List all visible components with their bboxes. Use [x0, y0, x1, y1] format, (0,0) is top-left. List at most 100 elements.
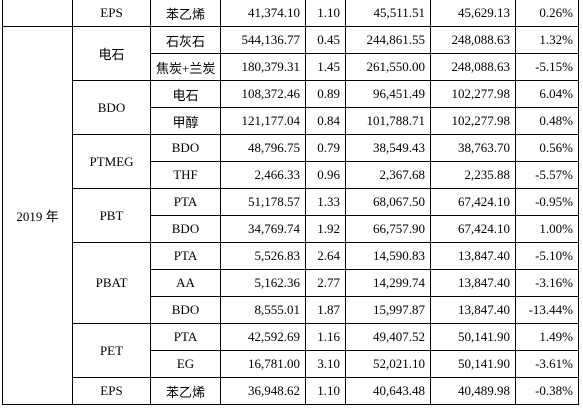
value-a: 2,466.33 — [220, 161, 306, 189]
value-b: 244,861.55 — [345, 26, 431, 54]
ratio: 2.64 — [305, 242, 346, 270]
value-a: 51,178.57 — [220, 188, 306, 216]
change: -5.57% — [515, 161, 579, 189]
value-a: 5,526.83 — [220, 242, 306, 270]
value-a: 41,374.10 — [220, 0, 306, 27]
ratio: 1.92 — [305, 215, 346, 243]
ratio: 1.87 — [305, 296, 346, 324]
value-a: 180,379.31 — [220, 53, 306, 81]
value-c: 50,141.90 — [430, 350, 516, 378]
change: 6.04% — [515, 80, 579, 108]
year-cell — [2, 0, 73, 27]
change: -0.38% — [515, 377, 579, 405]
value-b: 96,451.49 — [345, 80, 431, 108]
ratio: 1.16 — [305, 323, 346, 351]
change: -5.10% — [515, 242, 579, 270]
change: 0.56% — [515, 134, 579, 162]
material: 苯乙烯 — [150, 377, 221, 405]
product: PBAT — [72, 242, 151, 324]
material: BDO — [150, 296, 221, 324]
table-row: THF 2,466.33 0.96 2,367.68 2,235.88 -5.57% — [3, 161, 579, 189]
table-row: 焦炭+兰炭 180,379.31 1.45 261,550.00 248,088.63-… — [3, 53, 579, 81]
material: 苯乙烯 — [150, 0, 221, 27]
value-c: 38,763.70 — [430, 134, 516, 162]
value-a: 121,177.04 — [220, 107, 306, 135]
material: BDO — [150, 134, 221, 162]
ratio: 0.45 — [305, 26, 346, 54]
change: 1.49% — [515, 323, 579, 351]
product: PET — [72, 323, 151, 378]
value-b: 15,997.87 — [345, 296, 431, 324]
table-row: EPS 苯乙烯 36,948.62 1.10 40,643.48 40,489.98 -0.… — [3, 377, 579, 405]
product: EPS — [72, 377, 151, 405]
material: 石灰石 — [150, 26, 221, 54]
value-c: 13,847.40 — [430, 296, 516, 324]
data-table: EPS 苯乙烯 41,374.10 1.10 45,511.51 45,629.13 0.2… — [2, 0, 579, 405]
value-c: 248,088.63 — [430, 53, 516, 81]
value-c: 2,235.88 — [430, 161, 516, 189]
change: 0.26% — [515, 0, 579, 27]
material: PTA — [150, 188, 221, 216]
change: -3.61% — [515, 350, 579, 378]
change: -3.16% — [515, 269, 579, 297]
table-row: 2019 年电石 石灰石 544,136.77 0.45 244,861.55 248,0… — [2, 26, 579, 405]
value-b: 38,549.43 — [345, 134, 431, 162]
value-c: 40,489.98 — [430, 377, 516, 405]
table-row: AA 5,162.36 2.77 14,299.74 13,847.40 -3.16% — [3, 269, 579, 297]
table-row: PBAT PTA 5,526.83 2.64 14,590.83 13,847.40 -5.… — [3, 242, 579, 324]
ratio: 3.10 — [305, 350, 346, 378]
value-b: 52,021.10 — [345, 350, 431, 378]
table-body: EPS 苯乙烯 41,374.10 1.10 45,511.51 45,629.13 0.2… — [2, 0, 579, 405]
value-c: 45,629.13 — [430, 0, 516, 27]
change: -13.44% — [515, 296, 579, 324]
product: BDO — [72, 80, 151, 135]
table-row: 甲醇 121,177.04 0.84 101,788.71 102,277.98 0.48… — [3, 107, 579, 135]
ratio: 1.10 — [305, 377, 346, 405]
value-c: 13,847.40 — [430, 269, 516, 297]
value-b: 101,788.71 — [345, 107, 431, 135]
table-row: BDO 34,769.74 1.92 66,757.90 67,424.10 1.00% — [3, 215, 579, 243]
value-a: 108,372.46 — [220, 80, 306, 108]
value-b: 68,067.50 — [345, 188, 431, 216]
value-a: 8,555.01 — [220, 296, 306, 324]
value-a: 36,948.62 — [220, 377, 306, 405]
ratio: 0.79 — [305, 134, 346, 162]
table-row: PTMEG BDO 48,796.75 0.79 38,549.43 38,763.70 0… — [3, 134, 579, 189]
change: -0.95% — [515, 188, 579, 216]
value-a: 544,136.77 — [220, 26, 306, 54]
material: THF — [150, 161, 221, 189]
material: BDO — [150, 215, 221, 243]
value-b: 2,367.68 — [345, 161, 431, 189]
value-b: 66,757.90 — [345, 215, 431, 243]
material: AA — [150, 269, 221, 297]
value-b: 45,511.51 — [345, 0, 431, 27]
value-c: 13,847.40 — [430, 242, 516, 270]
material: EG — [150, 350, 221, 378]
material: PTA — [150, 242, 221, 270]
material: 焦炭+兰炭 — [150, 53, 221, 81]
value-c: 67,424.10 — [430, 188, 516, 216]
value-a: 42,592.69 — [220, 323, 306, 351]
value-a: 5,162.36 — [220, 269, 306, 297]
change: 1.32% — [515, 26, 579, 54]
value-b: 261,550.00 — [345, 53, 431, 81]
value-c: 67,424.10 — [430, 215, 516, 243]
product: EPS — [72, 0, 151, 27]
product: PBT — [72, 188, 151, 243]
value-b: 14,299.74 — [345, 269, 431, 297]
ratio: 1.10 — [305, 0, 346, 27]
change: -5.15% — [515, 53, 579, 81]
value-c: 102,277.98 — [430, 107, 516, 135]
value-b: 14,590.83 — [345, 242, 431, 270]
ratio: 0.96 — [305, 161, 346, 189]
value-c: 102,277.98 — [430, 80, 516, 108]
table-row: BDO 电石 108,372.46 0.89 96,451.49 102,277.98 6.… — [3, 80, 579, 135]
material: 甲醇 — [150, 107, 221, 135]
value-c: 248,088.63 — [430, 26, 516, 54]
value-c: 50,141.90 — [430, 323, 516, 351]
product: 电石 — [72, 26, 151, 81]
product: PTMEG — [72, 134, 151, 189]
change: 1.00% — [515, 215, 579, 243]
material: 电石 — [150, 80, 221, 108]
